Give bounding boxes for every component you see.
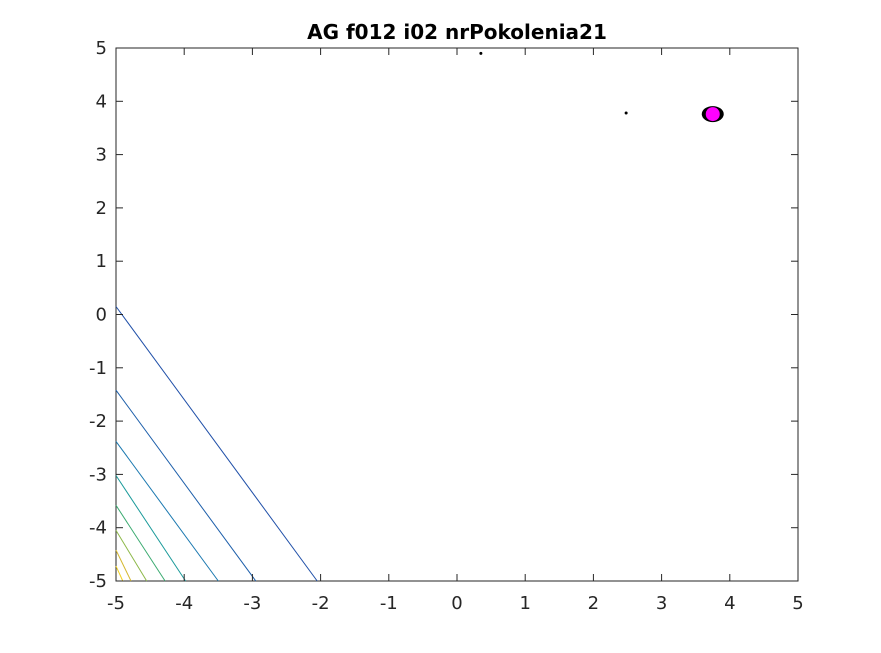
chart-title: AG f012 i02 nrPokolenia21 (307, 20, 607, 44)
population-point (479, 51, 483, 55)
y-tick-label: -4 (89, 518, 107, 539)
x-tick-label: 2 (588, 593, 599, 614)
x-tick-labels: -5 -4 -3 -2 -1 0 1 2 3 4 5 (107, 593, 804, 614)
contour-line-2 (115, 441, 219, 582)
contour-line-5 (115, 530, 148, 582)
x-tick-label: -2 (312, 593, 330, 614)
contour-line-7 (115, 565, 124, 582)
y-tick-label: -3 (89, 464, 107, 485)
population-point (624, 111, 628, 115)
x-tick-label: -4 (175, 593, 193, 614)
y-tick-label: 2 (96, 198, 107, 219)
x-tick-label: -1 (380, 593, 398, 614)
x-tick-label: 3 (656, 593, 667, 614)
contour-line-4 (115, 505, 166, 582)
x-tick-label: 0 (451, 593, 462, 614)
x-tick-label: 1 (519, 593, 530, 614)
y-tick-label: 3 (96, 145, 107, 166)
x-tick-label: 4 (724, 593, 735, 614)
x-tick-label: 5 (792, 593, 803, 614)
y-tick-label: 0 (96, 305, 107, 326)
y-tick-label: 1 (96, 251, 107, 272)
contour-line-3 (115, 475, 187, 582)
contour-lines (115, 306, 318, 582)
x-tick-label: -3 (243, 593, 261, 614)
contour-line-6 (115, 549, 132, 582)
y-tick-label: 4 (96, 91, 107, 112)
y-tick-labels: -5 -4 -3 -2 -1 0 1 2 3 4 5 (89, 38, 107, 592)
contour-line-0 (115, 306, 318, 582)
y-tick-label: 5 (96, 38, 107, 59)
y-tick-label: -5 (89, 571, 107, 592)
y-tick-label: -2 (89, 411, 107, 432)
plot-area (115, 47, 799, 582)
best-point (705, 107, 720, 122)
axis-ticks (115, 47, 799, 582)
y-tick-label: -1 (89, 358, 107, 379)
contour-line-1 (115, 389, 257, 582)
x-tick-label: -5 (107, 593, 125, 614)
population-points (479, 51, 724, 123)
